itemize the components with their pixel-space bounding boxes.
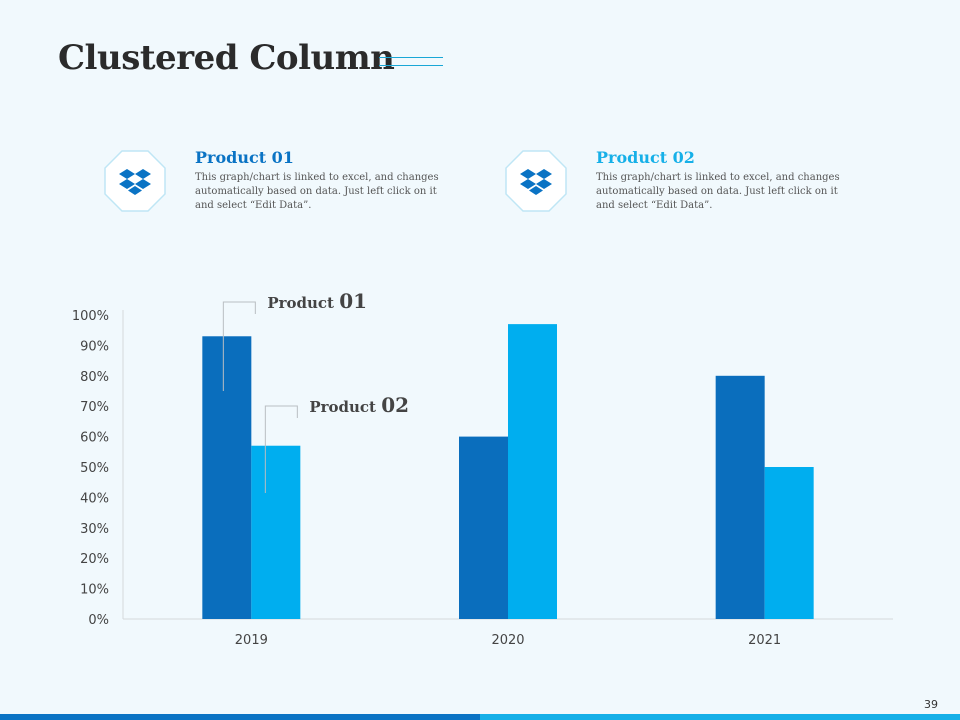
clustered-column-chart: 0% 10% 20% 30% 40% 50% 60% 70% 80% 90% 100% 2019 202… (72, 289, 893, 648)
page-title: Clustered Column (58, 38, 395, 78)
product-02-description: This graph/chart is linked to excel, and… (596, 172, 840, 211)
product-01-description: This graph/chart is linked to excel, and… (195, 172, 439, 211)
product-01-heading: Product 01 (195, 148, 294, 167)
footer-bar-left (0, 714, 480, 720)
dropbox-icon (104, 150, 166, 212)
bar-product-01-2021 (715, 375, 765, 619)
callout-leader-line (222, 301, 256, 391)
product-02-heading: Product 02 (596, 148, 695, 167)
y-tick-label: 20% (80, 552, 109, 567)
dropbox-icon (505, 150, 567, 212)
x-tick-label: 2019 (235, 633, 268, 648)
bar-product-02-2019 (251, 445, 301, 619)
x-tick-label: 2020 (491, 633, 524, 648)
callout-product-01: Product 01 (267, 289, 367, 313)
y-tick-label: 50% (80, 461, 109, 476)
title-decoration-lines (379, 57, 443, 67)
y-tick-label: 0% (88, 613, 109, 628)
y-tick-label: 80% (80, 370, 109, 385)
bar-product-02-2021 (764, 467, 814, 619)
y-tick-label: 30% (80, 522, 109, 537)
page-number: 39 (924, 698, 938, 711)
y-tick-label: 70% (80, 400, 109, 415)
bar-product-02-2020 (508, 324, 557, 619)
bar-product-01-2020 (459, 436, 508, 619)
callout-leader-line (264, 405, 298, 493)
bar-product-01-2019 (202, 336, 252, 619)
y-tick-label: 100% (72, 309, 109, 324)
y-tick-label: 90% (80, 339, 109, 354)
footer-bar-right (480, 714, 960, 720)
x-tick-label: 2021 (748, 633, 781, 648)
y-tick-label: 60% (80, 431, 109, 446)
y-tick-label: 40% (80, 491, 109, 506)
callout-product-02: Product 02 (309, 393, 409, 417)
y-tick-label: 10% (80, 583, 109, 598)
